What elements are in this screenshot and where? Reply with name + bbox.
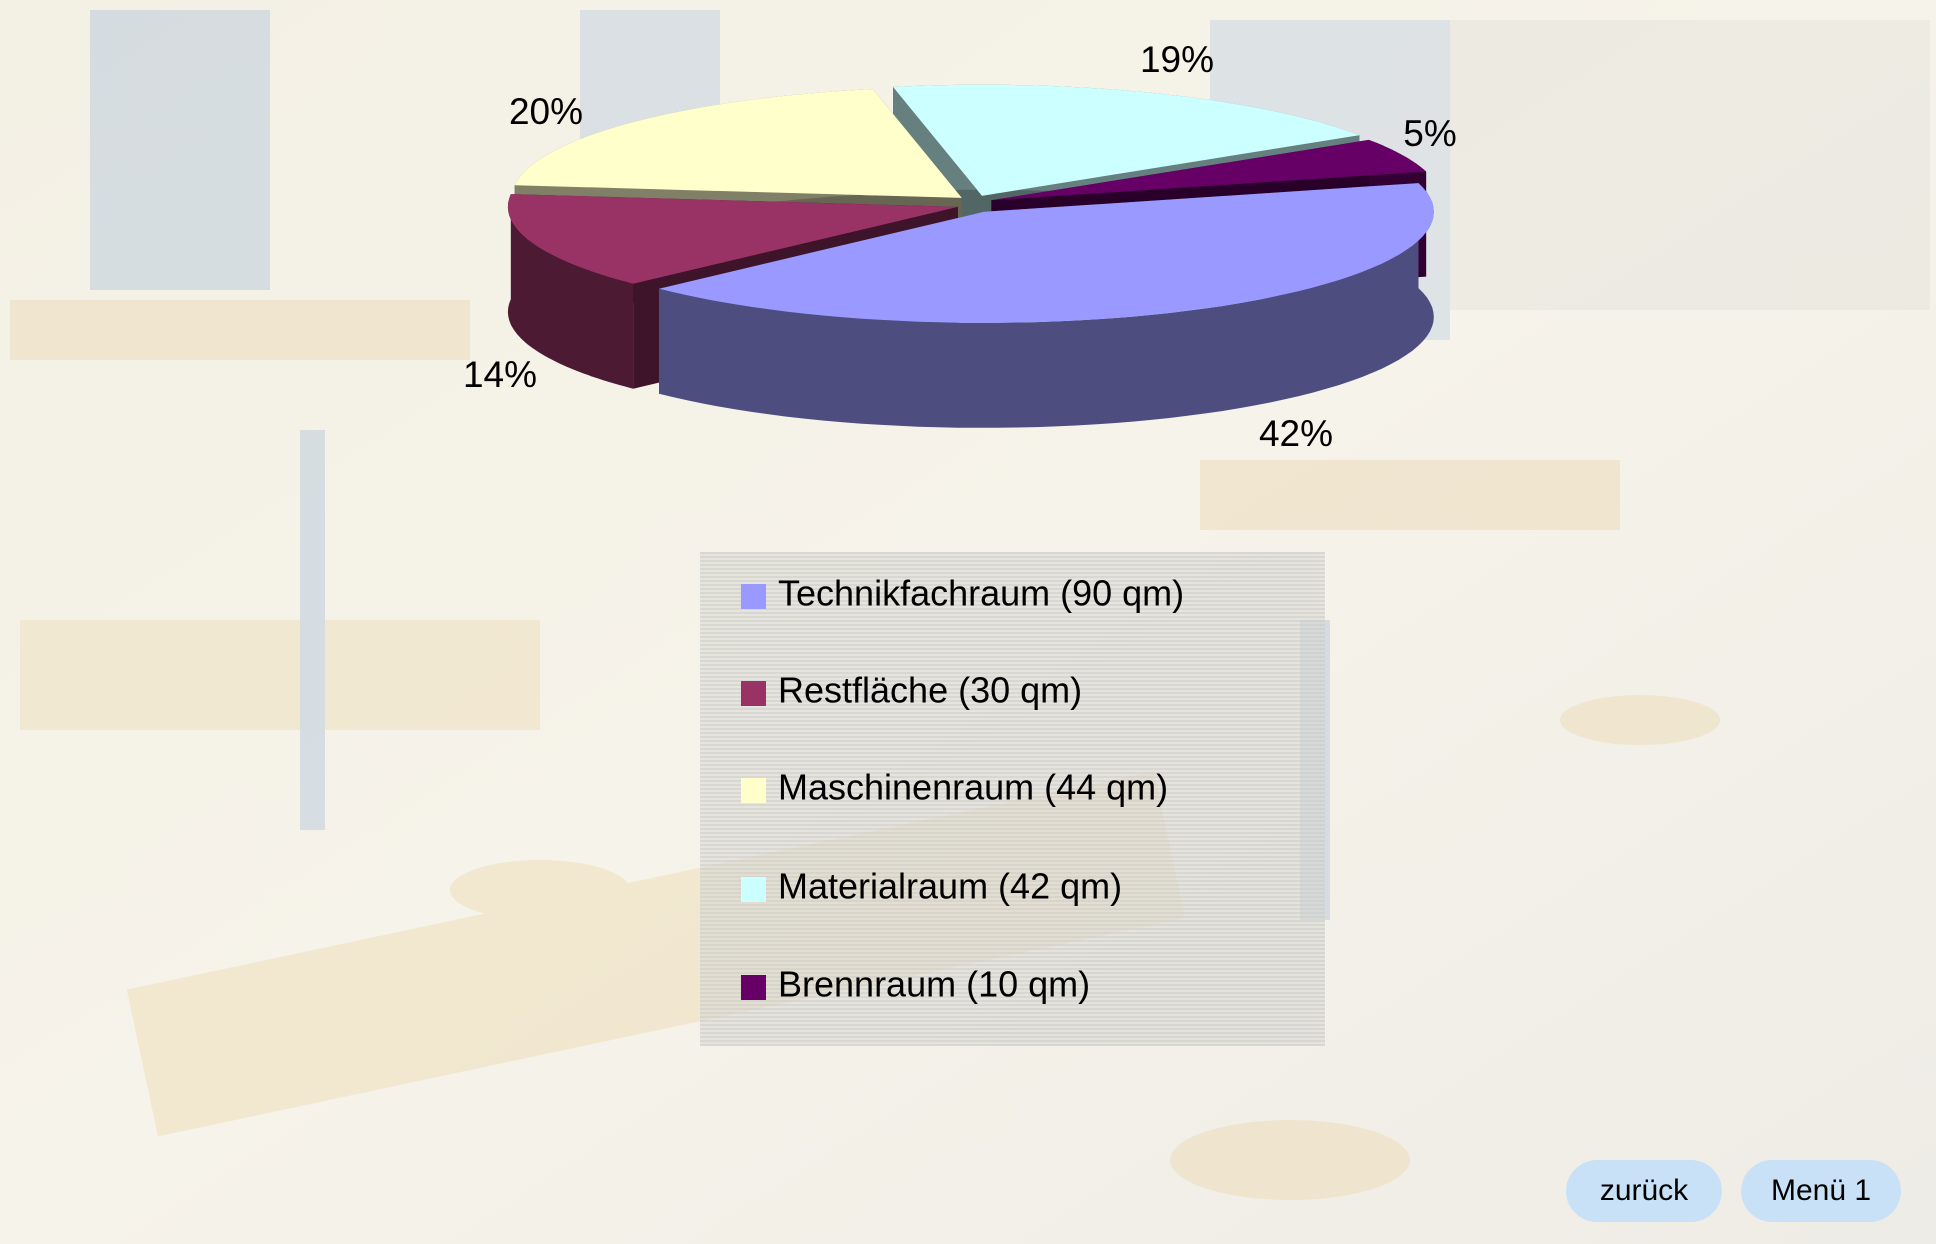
legend-label: Materialraum (42 qm) [778,866,1122,907]
legend-swatch [741,975,766,1000]
button-shape[interactable] [1566,1160,1722,1222]
data-label: 20% [509,91,583,132]
slice-wall [507,194,634,389]
button-shape[interactable] [1741,1160,1901,1222]
slice [991,139,1427,201]
legend-swatch [741,681,766,706]
button-label[interactable]: zurück [1600,1174,1689,1207]
legend-label: Technikfachraum (90 qm) [778,573,1184,614]
legend-label: Maschinenraum (44 qm) [778,767,1168,808]
legend-swatch [741,584,766,609]
slice [514,89,962,198]
pie: 42% 14% 20% 19% 5% [463,39,1457,454]
data-label: 14% [463,354,537,395]
nav-button[interactable]: Menü 1 [1741,1160,1901,1222]
legend: Technikfachraum (90 qm) Restfläche (30 qm… [741,573,1184,1005]
legend-swatch [741,778,766,803]
slice [507,194,958,284]
data-label: 5% [1403,113,1456,154]
slice-wall [659,183,1434,428]
legend-swatch [741,877,766,902]
legend-label: Brennraum (10 qm) [778,964,1090,1005]
legend-label: Restfläche (30 qm) [778,670,1082,711]
data-label: 19% [1140,39,1214,80]
slice [659,183,1434,323]
legend-box [700,552,1325,1046]
data-label: 42% [1259,413,1333,454]
button-label[interactable]: Menü 1 [1771,1174,1871,1207]
slice [893,84,1360,196]
nav-button[interactable]: zurück [1566,1160,1722,1222]
